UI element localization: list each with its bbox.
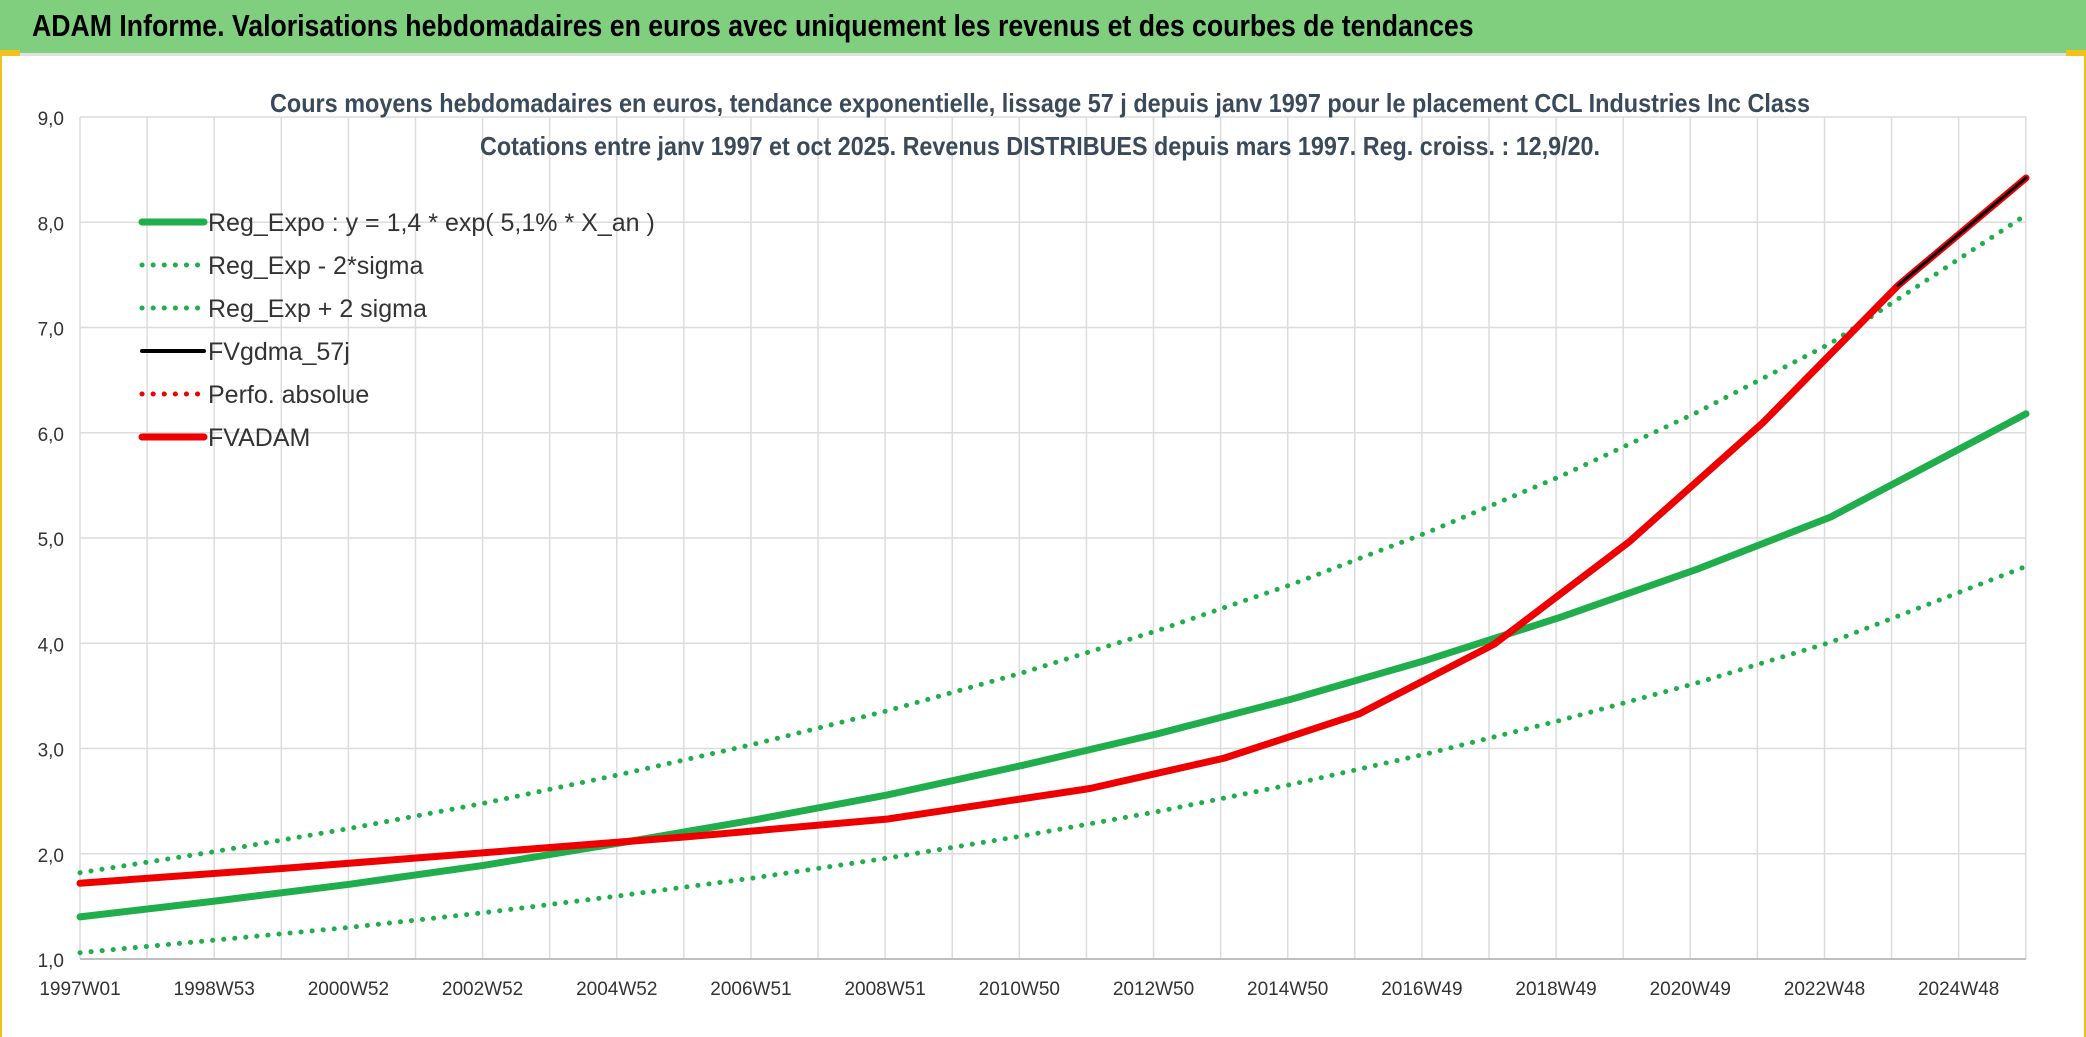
legend-label: FVADAM (208, 424, 310, 452)
y-tick-label: 1,0 (38, 951, 64, 972)
series-line (77, 175, 2029, 886)
x-tick-label: 2022W48 (1784, 979, 1865, 1000)
y-tick-label: 4,0 (38, 635, 64, 656)
legend-label: FVgdma_57j (208, 338, 350, 366)
report-banner: ADAM Informe. Valorisations hebdomadaire… (0, 0, 2086, 56)
y-tick-label: 5,0 (38, 530, 64, 551)
series-line (76, 174, 2030, 887)
report-title: ADAM Informe. Valorisations hebdomadaire… (32, 8, 1474, 43)
y-tick-label: 8,0 (38, 214, 64, 235)
y-tick-label: 6,0 (38, 425, 64, 446)
legend-label: Perfo. absolue (208, 381, 369, 409)
x-tick-label: 2012W50 (1113, 979, 1194, 1000)
series-line (1896, 176, 2028, 287)
x-tick-label: 2010W50 (979, 979, 1060, 1000)
x-tick-label: 2004W52 (576, 979, 657, 1000)
corner-marker-right (2066, 50, 2086, 56)
legend-label: Reg_Exp + 2 sigma (208, 295, 427, 323)
x-tick-label: 2024W48 (1918, 979, 1999, 1000)
y-tick-label: 7,0 (38, 320, 64, 341)
x-tick-label: 1997W01 (39, 979, 120, 1000)
x-tick-label: 2018W49 (1515, 979, 1596, 1000)
x-tick-label: 2008W51 (844, 979, 925, 1000)
corner-marker-left (0, 50, 20, 56)
y-tick-label: 2,0 (38, 846, 64, 867)
x-tick-label: 2020W49 (1650, 979, 1731, 1000)
y-tick-label: 3,0 (38, 741, 64, 762)
x-tick-label: 1998W53 (174, 979, 255, 1000)
x-tick-label: 2014W50 (1247, 979, 1328, 1000)
y-tick-label: 9,0 (38, 109, 64, 130)
legend-label: Reg_Exp - 2*sigma (208, 252, 423, 280)
legend-layer: Reg_Expo : y = 1,4 * exp( 5,1% * X_an ) R… (138, 209, 655, 452)
x-tick-label: 2016W49 (1381, 979, 1462, 1000)
series-layer (76, 174, 2030, 956)
axis-layer: 1,0 2,0 3,0 4,0 5,0 6,0 7,0 8,0 9,0 1997W01 1998W5… (38, 109, 2026, 1000)
series-line (76, 410, 2030, 921)
grid-layer (79, 116, 2027, 960)
series-line (77, 212, 2029, 876)
x-tick-label: 2006W51 (710, 979, 791, 1000)
chart-title: Cours moyens hebdomadaires en euros, ten… (270, 88, 1810, 118)
legend-label: Reg_Expo : y = 1,4 * exp( 5,1% * X_an ) (208, 209, 655, 237)
x-tick-label: 2002W52 (442, 979, 523, 1000)
x-tick-label: 2000W52 (308, 979, 389, 1000)
chart-subtitle: Cotations entre janv 1997 et oct 2025. R… (480, 131, 1600, 161)
